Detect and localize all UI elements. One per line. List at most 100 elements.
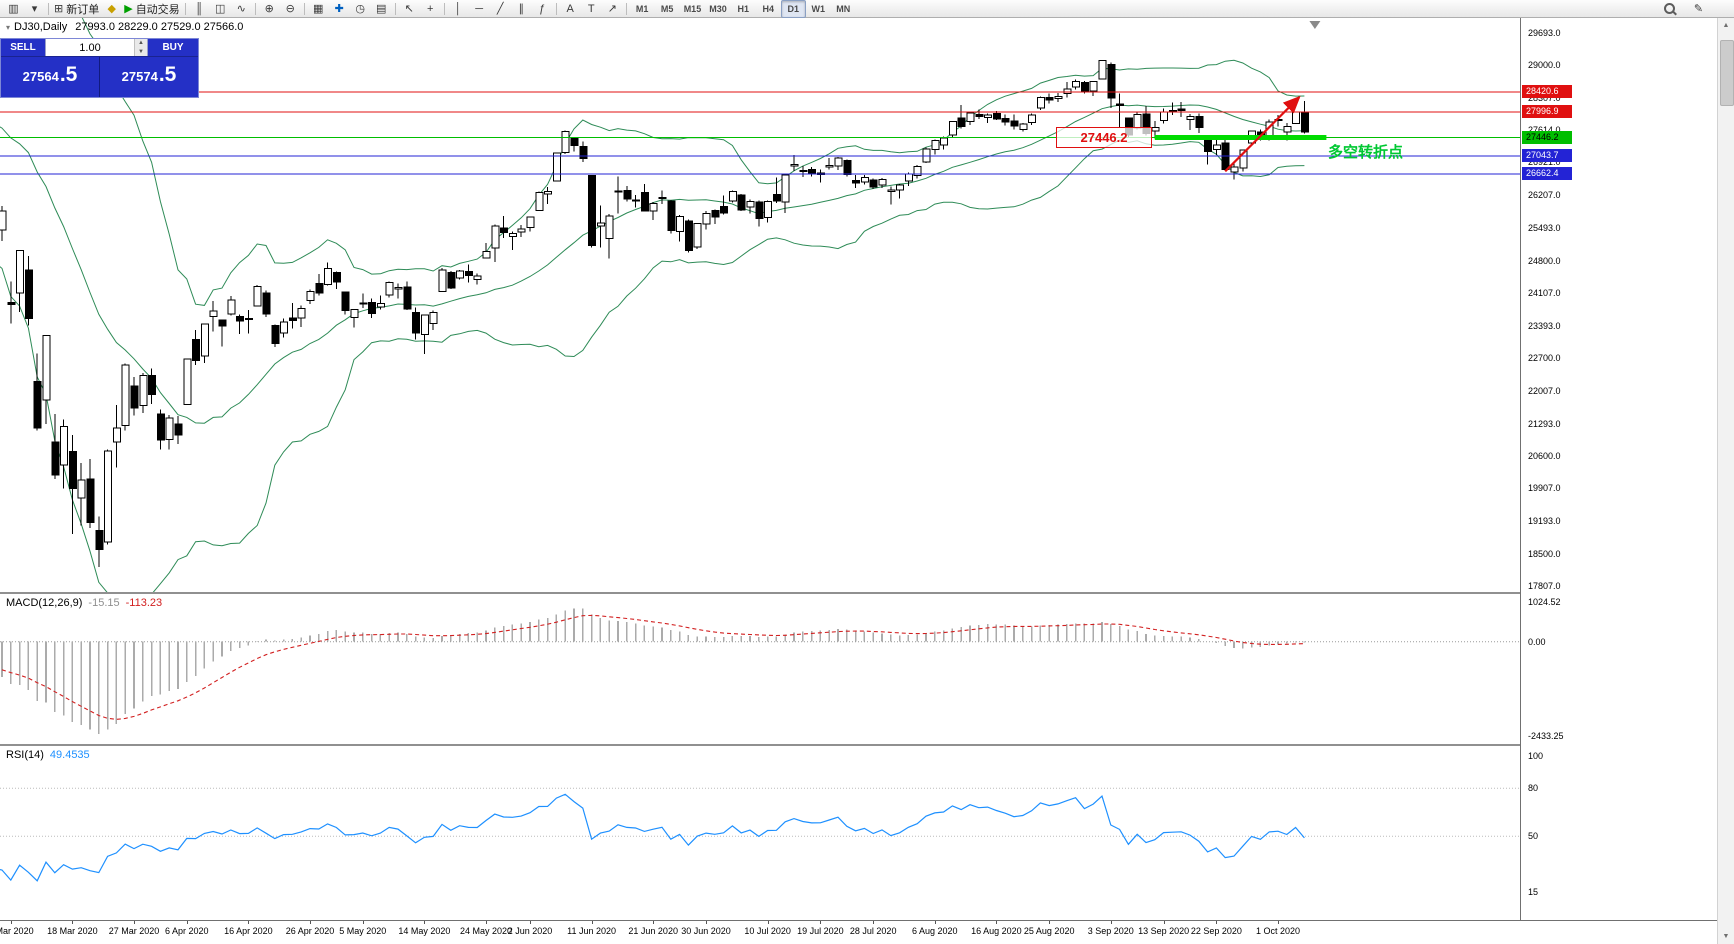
- line-chart-mode-button[interactable]: ∿: [231, 0, 252, 18]
- date-axis-tick: [248, 921, 250, 924]
- date-axis-tick: [186, 921, 188, 924]
- timeframe-mn-button[interactable]: MN: [836, 3, 851, 14]
- autotrade-button[interactable]: ▶ 自动交易: [122, 0, 181, 18]
- label-tool-button[interactable]: T: [581, 0, 602, 18]
- price-tick-label: 29000.0: [1528, 60, 1561, 71]
- volume-increase-button[interactable]: ▲: [138, 40, 144, 47]
- rsi-scale-label: 80: [1528, 783, 1539, 794]
- zoom-in-button[interactable]: ⊕: [259, 0, 280, 18]
- main-toolbar: ▥ ▾ ⊞ 新订单 ◆ ▶ 自动交易 ║ ◫ ∿ ⊕ ⊖ ▦ ✚ ◷ ▤ ↖ + │ ─ ╱ ∥ ƒ A T ↗ M1 M5 M15 M3…: [0, 0, 1734, 18]
- date-label: 13 Sep 2020: [1138, 926, 1190, 936]
- date-axis-tick: [486, 921, 487, 924]
- volume-decrease-button[interactable]: ▼: [138, 48, 144, 55]
- scrollbar-thumb[interactable]: [1720, 40, 1734, 106]
- autotrade-icon: ▶: [124, 2, 133, 15]
- chart-info-line: ▾ DJ30,Daily 27993.0 28229.0 27529.0 27566…: [6, 21, 243, 33]
- timeframe-d1-button[interactable]: D1: [780, 0, 806, 18]
- trendline-tool-button[interactable]: ╱: [490, 0, 511, 18]
- vertical-line-tool-button[interactable]: │: [448, 0, 469, 18]
- macd-scale-label: 0.00: [1528, 636, 1546, 647]
- new-order-icon: ⊞: [54, 2, 64, 15]
- candlestick-mode-icon: ◫: [214, 2, 226, 15]
- indicators-icon: ✚: [334, 2, 344, 15]
- date-axis[interactable]: 9 Mar 2020 18 Mar 2020 27 Mar 2020 6 Apr 20…: [0, 920, 1717, 944]
- chart-ohlc-values: 27993.0 28229.0 27529.0 27566.0: [75, 21, 244, 33]
- buy-button[interactable]: BUY: [148, 39, 198, 56]
- timeframe-w1-button[interactable]: W1: [811, 3, 825, 14]
- tile-windows-icon: ▦: [312, 2, 324, 15]
- channel-tool-button[interactable]: ∥: [511, 0, 532, 18]
- chart-list-dropdown-icon: ▾: [31, 2, 38, 15]
- line-chart-mode-icon: ∿: [236, 2, 246, 15]
- fibonacci-tool-button[interactable]: ƒ: [532, 0, 553, 18]
- indicators-button[interactable]: ✚: [329, 0, 350, 18]
- timeframe-h4-button[interactable]: H4: [762, 3, 774, 14]
- sell-price[interactable]: 27564.5: [1, 57, 99, 97]
- scroll-down-button[interactable]: ▼: [1722, 933, 1730, 940]
- tile-windows-button[interactable]: ▦: [308, 0, 329, 18]
- price-scale[interactable]: 29693.029000.028307.027614.026921.026207…: [1520, 18, 1717, 944]
- date-axis-tick: [1278, 921, 1279, 924]
- arrows-tool-button[interactable]: ↗: [602, 0, 623, 18]
- rsi-scale-label: 15: [1528, 887, 1539, 898]
- date-label: 27 Mar 2020: [108, 926, 160, 936]
- zoom-in-icon: ⊕: [264, 2, 274, 15]
- text-tool-icon: A: [566, 2, 574, 15]
- toolbar-separator: [184, 2, 186, 15]
- date-label: 6 Aug 2020: [912, 926, 958, 936]
- price-tag: 26662.4: [1522, 167, 1572, 180]
- search-button[interactable]: [1659, 0, 1680, 18]
- toolbar-separator: [303, 2, 305, 15]
- macd-scale-label: -2433.25: [1528, 731, 1564, 741]
- quick-edit-button[interactable]: ✎: [1688, 0, 1709, 18]
- timeframe-h1-button[interactable]: H1: [737, 3, 749, 14]
- price-chart-canvas: [0, 18, 1520, 592]
- sell-button[interactable]: SELL: [1, 39, 45, 56]
- templates-button[interactable]: ▤: [371, 0, 392, 18]
- new-chart-icon: ▥: [8, 2, 19, 15]
- vertical-line-tool-icon: │: [454, 2, 462, 15]
- price-chart-panel[interactable]: ▾ DJ30,Daily 27993.0 28229.0 27529.0 27566…: [0, 18, 1520, 592]
- date-label: 10 Jul 2020: [744, 926, 791, 936]
- panel-separator[interactable]: [0, 744, 1717, 746]
- new-order-button[interactable]: ⊞ 新订单: [52, 0, 101, 18]
- price-level-callout[interactable]: 27446.2: [1056, 127, 1152, 148]
- timeframe-m15-button[interactable]: M15: [683, 3, 702, 14]
- chart-list-dropdown-icon[interactable]: ▾: [24, 0, 45, 18]
- timeframe-m1-button[interactable]: M1: [635, 3, 649, 14]
- date-label: 28 Jul 2020: [849, 926, 897, 936]
- periods-button[interactable]: ◷: [350, 0, 371, 18]
- date-label: 26 Apr 2020: [285, 926, 335, 936]
- date-label: 14 May 2020: [398, 926, 451, 936]
- zoom-out-button[interactable]: ⊖: [280, 0, 301, 18]
- cursor-tool-icon: ↖: [404, 2, 414, 15]
- text-tool-button[interactable]: A: [560, 0, 581, 18]
- buy-price[interactable]: 27574.5: [100, 57, 198, 97]
- timeframe-m5-button[interactable]: M5: [660, 3, 674, 14]
- cursor-tool-button[interactable]: ↖: [399, 0, 420, 18]
- scroll-up-button[interactable]: ▲: [1722, 22, 1730, 29]
- panel-separator[interactable]: [0, 592, 1717, 594]
- bar-chart-mode-button[interactable]: ║: [189, 0, 210, 18]
- metaeditor-button[interactable]: ◆: [101, 0, 122, 18]
- crosshair-tool-button[interactable]: +: [420, 0, 441, 18]
- candlestick-mode-button[interactable]: ◫: [210, 0, 231, 18]
- price-tick-label: 22700.0: [1528, 353, 1561, 364]
- price-tag: 27446.2: [1522, 130, 1572, 144]
- metaeditor-icon: ◆: [107, 2, 116, 15]
- date-axis-tick: [72, 921, 74, 924]
- timeframe-m30-button[interactable]: M30: [709, 3, 727, 14]
- one-click-toggle-icon[interactable]: ▾: [6, 23, 11, 32]
- bar-chart-mode-icon: ║: [195, 2, 204, 15]
- date-axis-tick: [820, 921, 822, 924]
- rsi-panel[interactable]: RSI(14) 49.4535: [0, 746, 1520, 920]
- zoom-out-icon: ⊖: [285, 2, 295, 15]
- date-label: 18 Mar 2020: [47, 926, 98, 936]
- macd-panel[interactable]: MACD(12,26,9) -15.15 -113.23: [0, 594, 1520, 744]
- turning-point-label[interactable]: 多空转折点: [1328, 144, 1404, 161]
- horizontal-line-tool-button[interactable]: ─: [469, 0, 490, 18]
- quick-edit-icon: ✎: [1693, 2, 1704, 15]
- new-chart-button[interactable]: ▥: [3, 0, 24, 18]
- date-label: 11 Jun 2020: [567, 926, 617, 936]
- volume-field[interactable]: 1.00 ▲ ▼: [45, 39, 148, 56]
